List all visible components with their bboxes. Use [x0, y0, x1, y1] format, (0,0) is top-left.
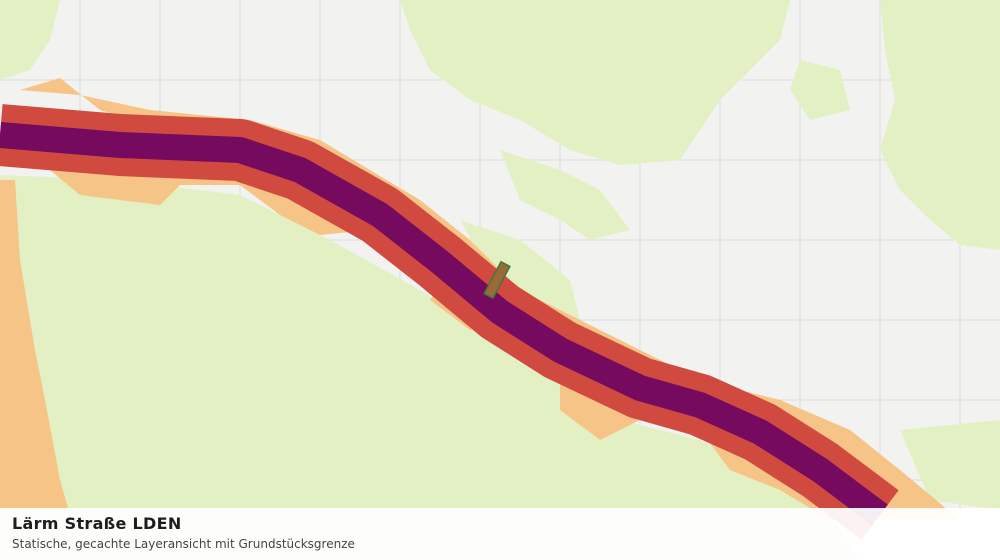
subtitle: Statische, gecachte Layeransicht mit Gru… [12, 537, 355, 551]
noise-zone-low [0, 180, 68, 508]
title: Lärm Straße LDEN [12, 514, 182, 533]
parcel-boundary [483, 260, 511, 300]
caption: Lärm Straße LDEN Statische, gecachte Lay… [0, 508, 1000, 560]
noise-zone-low [50, 170, 350, 235]
noise-zone-high [0, 122, 888, 526]
